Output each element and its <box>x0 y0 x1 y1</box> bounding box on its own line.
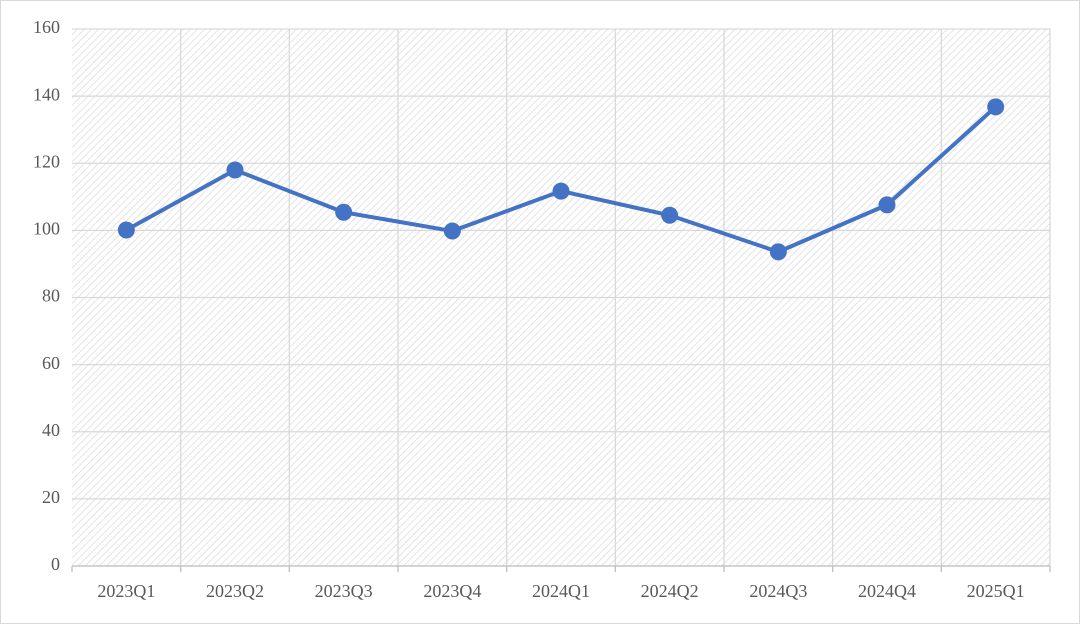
line-marker <box>552 182 570 200</box>
x-tick-label: 2025Q1 <box>967 581 1025 601</box>
y-tick-label: 80 <box>42 286 60 306</box>
line-marker <box>987 98 1005 116</box>
line-marker <box>661 206 679 224</box>
x-tick-label: 2024Q3 <box>749 581 807 601</box>
x-tick-label: 2024Q2 <box>641 581 699 601</box>
y-tick-label: 140 <box>33 84 60 104</box>
x-tick-label: 2023Q3 <box>315 581 373 601</box>
line-marker <box>443 222 461 240</box>
line-marker <box>335 203 353 221</box>
y-tick-label: 100 <box>33 219 60 239</box>
y-tick-label: 60 <box>42 353 60 373</box>
x-tick-label: 2024Q1 <box>532 581 590 601</box>
y-tick-label: 120 <box>33 151 60 171</box>
line-marker <box>117 221 135 239</box>
line-marker <box>769 243 787 261</box>
x-tick-label: 2023Q1 <box>97 581 155 601</box>
x-tick-label: 2024Q4 <box>858 581 916 601</box>
y-tick-label: 0 <box>51 554 60 574</box>
line-marker <box>226 161 244 179</box>
y-tick-label: 160 <box>33 17 60 37</box>
x-tick-label: 2023Q4 <box>423 581 481 601</box>
y-tick-label: 40 <box>42 420 60 440</box>
line-marker <box>878 196 896 214</box>
x-tick-label: 2023Q2 <box>206 581 264 601</box>
y-tick-label: 20 <box>42 487 60 507</box>
